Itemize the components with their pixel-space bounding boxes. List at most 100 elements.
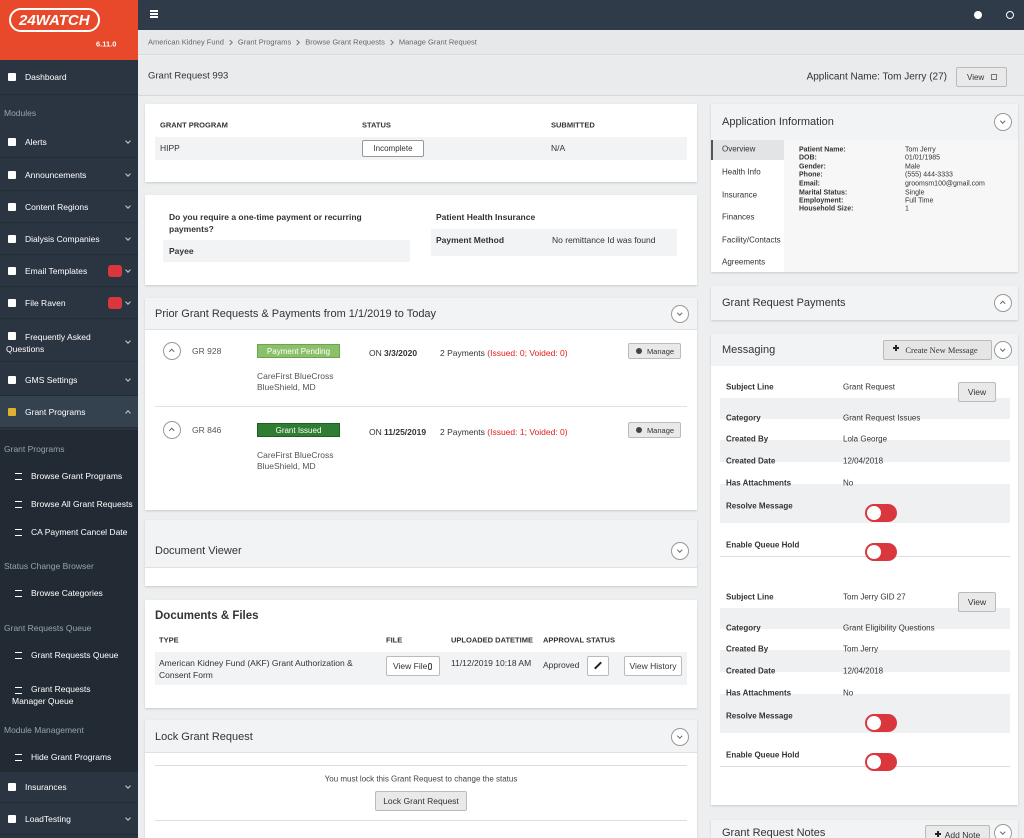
lock-button[interactable]: Lock Grant Request <box>375 791 467 811</box>
menu-icon[interactable] <box>150 13 158 15</box>
collapse-button[interactable] <box>994 824 1012 838</box>
panel-header <box>145 520 697 568</box>
panel-title: Prior Grant Requests & Payments from 1/1… <box>155 308 437 320</box>
breadcrumb-link[interactable]: American Kidney Fund <box>148 37 224 47</box>
sidebar-item[interactable] <box>0 126 138 158</box>
field-label: Patient Name: <box>799 146 846 154</box>
table-row <box>720 440 1010 462</box>
tab[interactable]: Overview <box>722 144 756 154</box>
document-type: American Kidney Fund (AKF) Grant Authori… <box>159 658 353 680</box>
payment-detail: (Issued: 1; Voided: 0) <box>487 427 568 437</box>
message-value: Tom Jerry <box>843 644 879 654</box>
sidebar-item[interactable] <box>0 191 138 223</box>
active-tab <box>711 140 784 160</box>
menu-icon[interactable] <box>150 10 158 12</box>
message-label: Created By <box>726 644 769 654</box>
top-bar <box>138 0 1024 30</box>
sidebar-label: Grant Programs <box>25 407 86 417</box>
field-label: Gender: <box>799 163 826 171</box>
view-message-button[interactable]: View <box>958 382 996 402</box>
sidebar-item[interactable] <box>0 364 138 396</box>
sidebar-label[interactable]: Grant Requests Manager Queue <box>12 684 91 706</box>
sidebar-item[interactable] <box>0 255 138 287</box>
tab[interactable]: Finances <box>722 212 755 222</box>
page-title: Grant Request 993 <box>148 70 229 82</box>
message-label: Has Attachments <box>726 478 792 488</box>
sidebar-label[interactable]: Browse All Grant Requests <box>31 499 133 509</box>
tab-content <box>784 140 1018 272</box>
breadcrumb-link[interactable]: Grant Programs <box>237 37 292 47</box>
table-row <box>720 608 1010 629</box>
settings-icon[interactable] <box>974 11 982 19</box>
method-value: No remittance Id was found <box>552 235 656 245</box>
message-label: Category <box>726 623 761 633</box>
field-value: 1 <box>905 205 909 213</box>
sidebar-item[interactable] <box>0 771 138 803</box>
sidebar-item[interactable] <box>0 60 138 95</box>
collapse-button[interactable] <box>994 113 1012 131</box>
sidebar-label[interactable]: Browse Categories <box>31 588 103 598</box>
table-row <box>431 229 677 256</box>
sidebar-label[interactable]: Browse Grant Programs <box>31 471 123 481</box>
collapse-button[interactable] <box>671 542 689 560</box>
approval-status: Approved <box>543 660 580 670</box>
message-value: Tom Jerry GID 27 <box>843 592 906 602</box>
manage-button[interactable]: Manage <box>628 343 681 359</box>
field-value: Tom Jerry <box>905 146 936 154</box>
collapse-button[interactable] <box>163 342 181 360</box>
column-header: APPROVAL STATUS <box>543 635 615 645</box>
column-header: UPLOADED DATETIME <box>451 635 533 645</box>
manage-button[interactable]: Manage <box>628 422 681 438</box>
panel-title: Grant Request Payments <box>722 297 846 309</box>
column-header: STATUS <box>362 120 391 130</box>
message-value: Grant Request <box>843 382 896 392</box>
message-label: Enable Queue Hold <box>726 540 800 550</box>
status-button[interactable]: Incomplete <box>362 140 424 157</box>
on-label: ON <box>369 427 382 437</box>
view-message-button[interactable]: View <box>958 592 996 612</box>
visibility-badge <box>108 297 122 309</box>
add-note-button[interactable]: Add Note <box>925 825 990 838</box>
field-value: groomsm100@gmail.com <box>905 180 985 188</box>
view-file-button[interactable]: View File <box>386 656 440 676</box>
collapse-button[interactable] <box>671 305 689 323</box>
sidebar-label[interactable]: CA Payment Cancel Date <box>31 527 128 537</box>
breadcrumb-separator <box>388 39 394 45</box>
sidebar-label[interactable]: Grant Requests Queue <box>31 650 119 660</box>
tab[interactable]: Agreements <box>722 257 766 267</box>
sidebar-icon <box>8 783 16 791</box>
view-history-button[interactable]: View History <box>624 656 682 676</box>
power-icon[interactable] <box>1006 11 1014 19</box>
breadcrumb-link[interactable]: Browse Grant Requests <box>305 37 385 47</box>
message-label: Subject Line <box>726 592 774 602</box>
tab[interactable]: Health Info <box>722 167 761 177</box>
message-label: Subject Line <box>726 382 774 392</box>
payment-count: 2 Payments <box>440 427 485 437</box>
sidebar-item[interactable] <box>0 322 138 362</box>
sidebar-item[interactable] <box>0 396 138 428</box>
view-button[interactable]: View <box>956 67 1007 87</box>
sidebar-item[interactable] <box>0 223 138 255</box>
sidebar-item[interactable] <box>0 287 138 319</box>
breadcrumb-separator <box>294 39 301 45</box>
create-message-button[interactable]: Create New Message <box>883 340 992 360</box>
sidebar-label: Frequently Asked Questions <box>6 332 91 354</box>
menu-icon[interactable] <box>150 16 158 18</box>
payments: 2 Payments (Issued: 1; Voided: 0) <box>440 427 568 437</box>
tab[interactable]: Facility/Contacts <box>722 235 781 245</box>
column-header: SUBMITTED <box>551 120 595 130</box>
tab[interactable]: Insurance <box>722 190 758 200</box>
panel-title: Lock Grant Request <box>155 731 253 743</box>
collapse-button[interactable] <box>163 421 181 439</box>
collapse-button[interactable] <box>994 341 1012 359</box>
sidebar-label: LoadTesting <box>25 814 71 824</box>
payment-detail: (Issued: 0; Voided: 0) <box>487 348 568 358</box>
sidebar-item[interactable] <box>0 159 138 191</box>
sidebar-label[interactable]: Hide Grant Programs <box>31 752 112 762</box>
field-value: (555) 444-3333 <box>905 171 953 179</box>
collapse-button[interactable] <box>994 294 1012 312</box>
sidebar-item[interactable] <box>0 803 138 835</box>
collapse-button[interactable] <box>671 728 689 746</box>
toggle-knob <box>867 716 881 730</box>
request-id: GR 846 <box>192 425 222 435</box>
